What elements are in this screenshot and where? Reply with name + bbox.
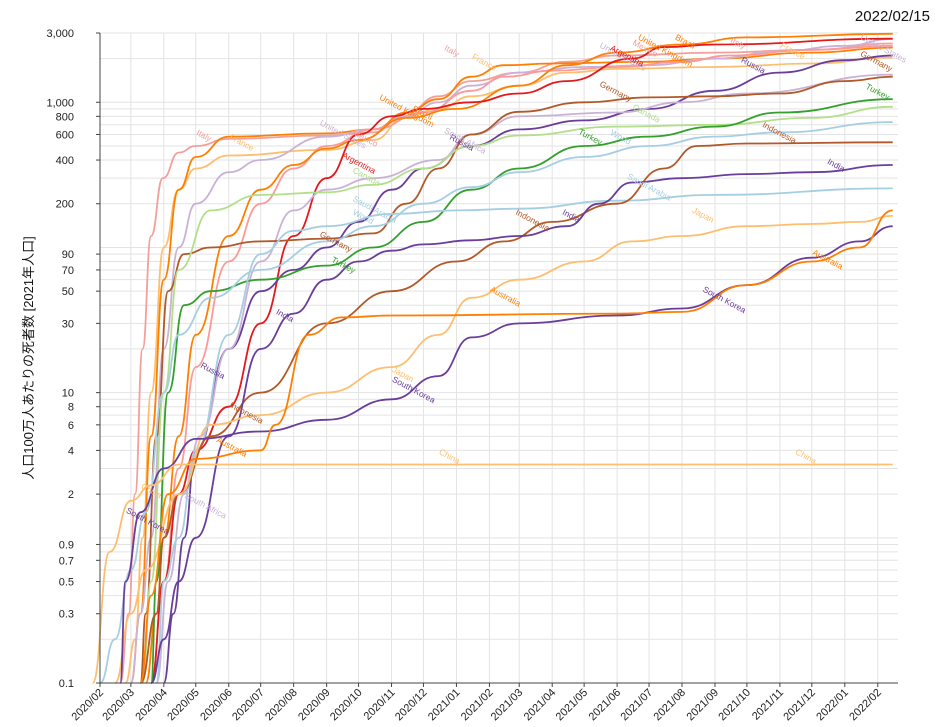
y-tick-label: 10: [62, 388, 74, 400]
y-tick-label: 0.7: [59, 555, 74, 567]
x-tick-label: 2020/02: [70, 687, 107, 724]
series-line-mexico: [150, 44, 893, 684]
series-label-russia: Russia: [740, 55, 768, 76]
series-label-turkey: Turkey: [330, 254, 358, 275]
y-tick-label: 1,000: [46, 97, 74, 109]
x-tick-label: 2020/08: [263, 687, 300, 724]
y-tick-label: 3,000: [46, 28, 74, 40]
series-line-france: [124, 56, 893, 684]
x-tick-label: 2021/03: [489, 687, 526, 724]
x-tick-label: 2022/02: [847, 687, 884, 724]
y-tick-label: 800: [56, 111, 74, 123]
series-line-australia: [139, 209, 893, 684]
series-label-australia: Australia: [811, 247, 845, 271]
series-line-india: [150, 164, 893, 684]
x-tick-label: 2020/10: [328, 687, 365, 724]
x-tick-label: 2021/07: [619, 687, 656, 724]
series-label-south-korea: South Korea: [701, 284, 748, 315]
series-label-italy: Italy: [195, 127, 214, 144]
series-line-china: [91, 463, 893, 684]
y-axis-label: 人口100万人あたりの死者数 [2021年人口]: [21, 236, 36, 479]
y-tick-label: 70: [62, 265, 74, 277]
series-label-russia: Russia: [199, 360, 227, 381]
series-label-china: China: [437, 447, 462, 466]
series-line-italy: [119, 42, 893, 684]
series-label-france: France: [470, 52, 498, 73]
x-tick-label: 2021/11: [750, 687, 786, 723]
y-tick-label: 0.5: [59, 577, 74, 589]
x-tick-label: 2020/06: [198, 687, 235, 724]
series-line-russia: [162, 54, 893, 684]
y-tick-label: 400: [56, 155, 74, 167]
x-tick-label: 2021/01: [426, 687, 463, 724]
x-tick-label: 2020/09: [296, 687, 333, 724]
series-line-brazil: [144, 32, 893, 684]
x-tick-label: 2020/07: [230, 687, 267, 724]
series-label-italy: Italy: [443, 43, 462, 60]
series-line-turkey: [150, 98, 893, 684]
y-tick-label: 600: [56, 129, 74, 141]
series-label-world: World: [609, 127, 633, 146]
series-line-south-africa: [155, 73, 893, 684]
x-tick-label: 2021/10: [716, 687, 753, 724]
series-label-indonesia: Indonesia: [228, 400, 265, 426]
x-tick-label: 2021/12: [781, 687, 818, 724]
series-label-china: China: [794, 447, 819, 466]
x-tick-label: 2021/09: [685, 687, 722, 724]
y-tick-label: 6: [68, 420, 74, 432]
series-line-japan: [114, 215, 893, 684]
series-label-japan: Japan: [691, 205, 716, 225]
x-tick-label: 2021/02: [459, 687, 496, 724]
series-label-south-korea: South Korea: [391, 374, 438, 405]
y-tick-label: 30: [62, 318, 74, 330]
x-tick-label: 2022/01: [814, 687, 851, 724]
series-label-turkey: Turkey: [577, 126, 605, 147]
y-tick-label: 8: [68, 402, 74, 414]
x-tick-label: 2020/03: [100, 687, 137, 724]
y-tick-label: 0.9: [59, 539, 74, 551]
y-tick-label: 0.3: [59, 609, 74, 621]
series-line-indonesia: [139, 141, 893, 684]
y-tick-label: 200: [56, 199, 74, 211]
series-line-world: [99, 121, 893, 684]
x-tick-label: 2021/06: [587, 687, 624, 724]
series-line-germany: [139, 75, 893, 684]
series-lines: [91, 32, 893, 684]
y-tick-label: 90: [62, 249, 74, 261]
date-label: 2022/02/15: [854, 8, 930, 25]
x-tick-label: 2020/11: [362, 687, 398, 723]
series-label-brazil: Brazil: [674, 32, 698, 51]
y-tick-label: 2: [68, 489, 74, 501]
y-tick-label: 50: [62, 286, 74, 298]
y-tick-label: 0.1: [59, 678, 74, 690]
x-tick-label: 2021/08: [652, 687, 689, 724]
series-label-india: India: [561, 207, 582, 225]
x-tick-label: 2020/12: [393, 687, 430, 724]
y-tick-label: 4: [68, 445, 74, 457]
x-tick-label: 2021/04: [522, 687, 559, 724]
x-tick-label: 2020/05: [165, 687, 202, 724]
series-line-saudi-arabia: [155, 187, 893, 684]
x-tick-label: 2020/04: [133, 687, 170, 724]
x-tick-label: 2021/05: [554, 687, 591, 724]
series-line-canada: [141, 105, 893, 684]
series-label-india: India: [275, 307, 296, 325]
